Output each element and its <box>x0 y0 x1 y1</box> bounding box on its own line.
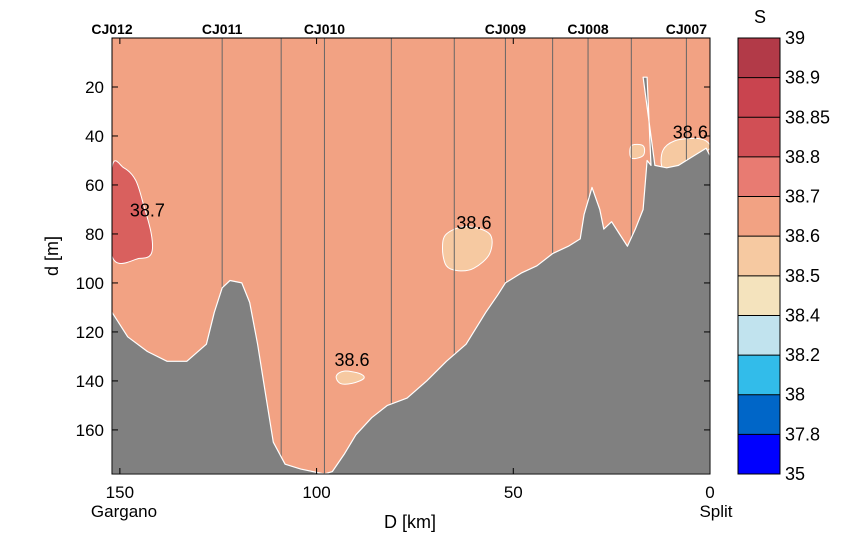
x-tick-label: 0 <box>705 483 714 502</box>
x-axis-label: D [km] <box>384 512 436 532</box>
sea-bottom-profile <box>112 76 710 474</box>
y-tick-label: 160 <box>76 421 104 440</box>
colorbar-segment <box>738 196 780 237</box>
colorbar-level-label: 39 <box>785 28 805 48</box>
colorbar-segment <box>738 315 780 356</box>
y-tick-label: 60 <box>85 176 104 195</box>
contour-label: 38.7 <box>130 201 165 221</box>
station-label-cj009: CJ009 <box>485 21 526 37</box>
colorbar-level-label: 38 <box>785 385 805 405</box>
station-label-cj007: CJ007 <box>666 21 707 37</box>
x-end-label-left: Gargano <box>91 502 157 521</box>
y-tick-label: 100 <box>76 274 104 293</box>
y-tick-label: 80 <box>85 225 104 244</box>
salinity-patch-38-7 <box>112 160 154 265</box>
salinity-patch-38-6 <box>629 143 646 160</box>
station-label-cj012: CJ012 <box>91 21 132 37</box>
x-tick-label: 150 <box>106 483 134 502</box>
colorbar-frame <box>737 37 781 475</box>
colorbar-segment <box>738 394 780 435</box>
y-tick-label: 20 <box>85 78 104 97</box>
colorbar-segment <box>738 355 780 395</box>
colorbar-segment <box>738 434 780 474</box>
plot-frame <box>111 37 711 475</box>
colorbar-level-label: 38.2 <box>785 345 820 365</box>
colorbar-segment <box>738 117 780 157</box>
station-label-cj010: CJ010 <box>304 21 345 37</box>
contour-labels: 38.7 38.6 38.6 38.6 <box>130 122 708 370</box>
colorbar-segment <box>738 77 780 118</box>
colorbar-level-label: 38.4 <box>785 305 820 325</box>
x-tick-label: 50 <box>504 483 523 502</box>
colorbar-level-label: 38.9 <box>785 68 820 88</box>
colorbar-level-label: 38.85 <box>785 107 830 127</box>
y-tick-label: 40 <box>85 127 104 146</box>
colorbar-segment <box>738 38 780 78</box>
colorbar-segment <box>738 156 780 197</box>
colorbar-level-label: 38.8 <box>785 147 820 167</box>
colorbar-segment <box>738 236 780 276</box>
station-label-cj008: CJ008 <box>567 21 608 37</box>
colorbar-level-label: 38.6 <box>785 226 820 246</box>
colorbar-title: S <box>754 7 766 27</box>
x-tick-label: 100 <box>302 483 330 502</box>
station-labels: CJ012 CJ011 CJ010 CJ009 CJ008 CJ007 <box>91 21 707 37</box>
colorbar-segment <box>738 275 780 316</box>
y-tick-label: 140 <box>76 372 104 391</box>
salinity-patch-38-6 <box>441 226 493 272</box>
salinity-patch-38-6 <box>335 370 365 385</box>
colorbar-level-label: 38.7 <box>785 187 820 207</box>
y-axis-label: d [m] <box>42 236 62 276</box>
x-end-label-right: Split <box>699 502 732 521</box>
contour-label: 38.6 <box>456 213 491 233</box>
plot-area <box>112 38 710 474</box>
colorbar-level-label: 37.8 <box>785 424 820 444</box>
axes: 150 100 50 0 20 40 60 80 100 120 140 160 <box>76 38 715 502</box>
station-label-cj011: CJ011 <box>202 21 243 37</box>
y-tick-label: 120 <box>76 323 104 342</box>
colorbar-level-label: 35 <box>785 464 805 484</box>
colorbar: 39 38.9 38.85 38.8 38.7 38.6 38.5 38.4 38.2 38 37.… <box>737 28 830 484</box>
contour-label: 38.6 <box>673 122 708 142</box>
colorbar-level-label: 38.5 <box>785 266 820 286</box>
contour-label: 38.6 <box>334 350 369 370</box>
